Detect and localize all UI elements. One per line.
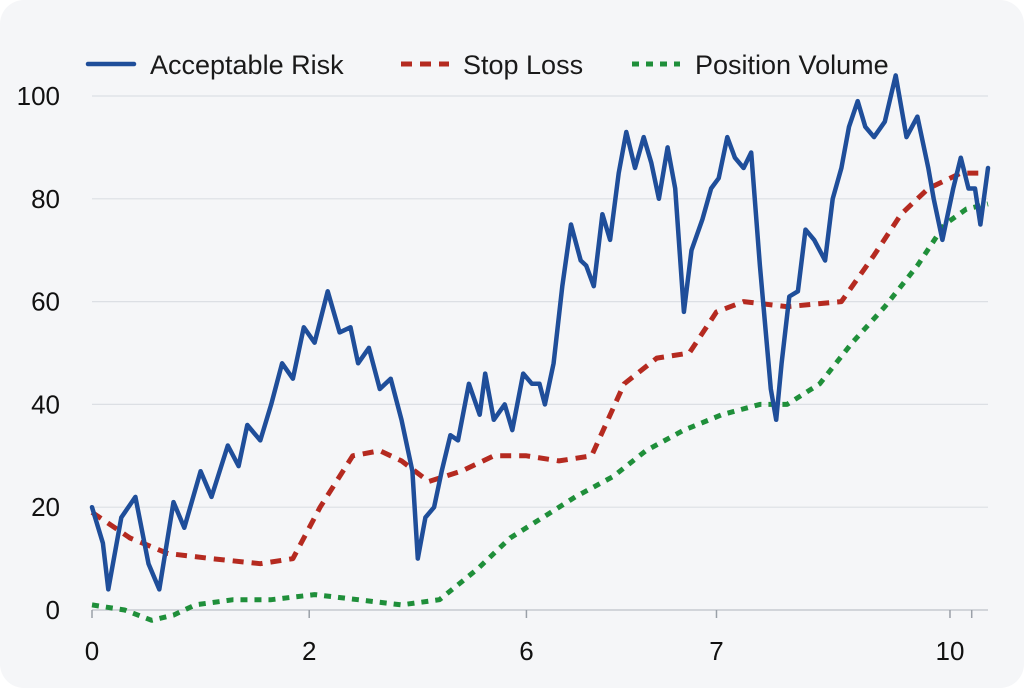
- legend-label: Stop Loss: [463, 50, 583, 80]
- x-tick-label: 0: [85, 636, 99, 666]
- series-line-acceptable-risk: [89, 73, 991, 592]
- x-tick-label: 2: [302, 636, 316, 666]
- y-tick-label: 100: [17, 81, 60, 111]
- y-tick-label: 60: [31, 287, 60, 317]
- x-tick-label: 6: [519, 636, 533, 666]
- x-tick-label: 10: [936, 636, 965, 666]
- y-tick-label: 40: [31, 389, 60, 419]
- y-tick-label: 20: [31, 492, 60, 522]
- axes: 0 20 40 60 80 100 0 2 6 7 10: [17, 81, 988, 666]
- x-tick-label: 7: [709, 636, 723, 666]
- grid: [92, 95, 988, 611]
- legend: Acceptable Risk Stop Loss Position Volume: [85, 50, 889, 80]
- series-layer: [89, 73, 991, 623]
- legend-label: Acceptable Risk: [150, 50, 344, 80]
- legend-label: Position Volume: [695, 50, 889, 80]
- y-tick-label: 80: [31, 184, 60, 214]
- y-tick-label: 0: [46, 595, 60, 625]
- series-line-position-volume: [91, 201, 989, 623]
- series-line-stop-loss: [90, 170, 988, 567]
